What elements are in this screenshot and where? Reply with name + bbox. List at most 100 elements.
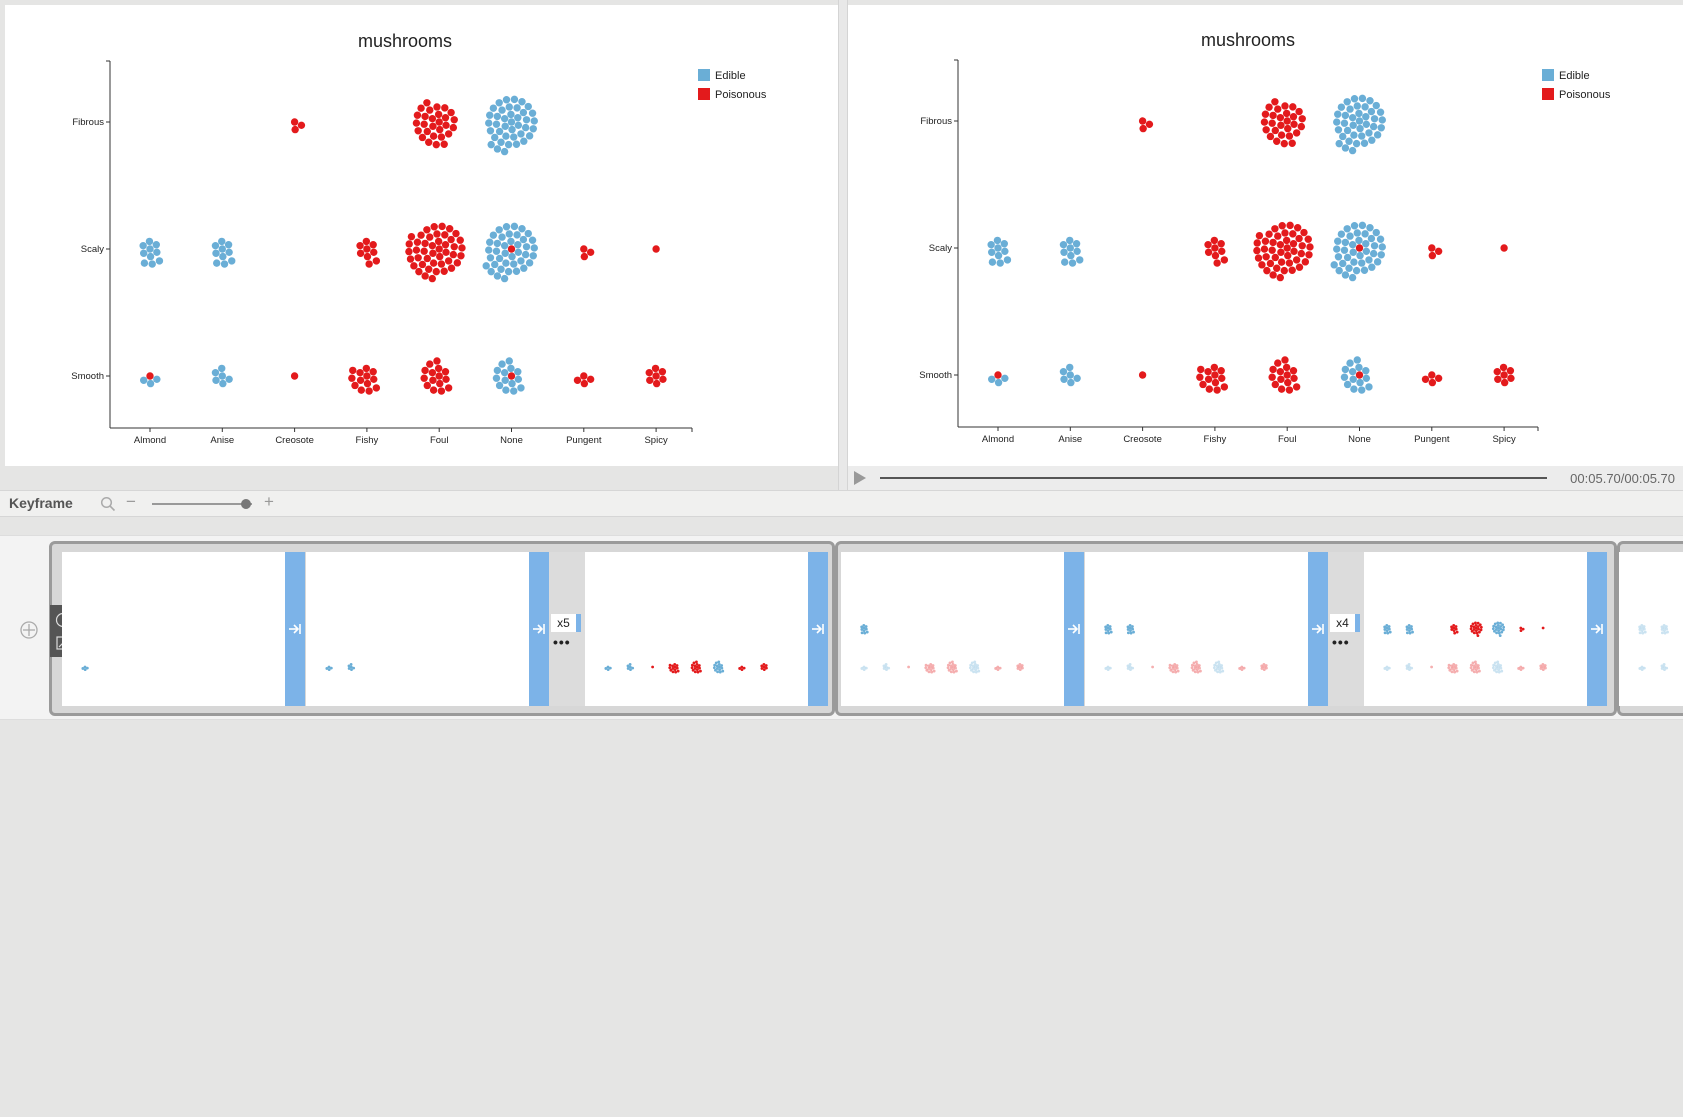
data-point-poisonous <box>1355 244 1364 252</box>
thumbnail-point-edible <box>1218 670 1222 674</box>
thumbnail-point-edible <box>865 630 869 634</box>
thumbnail-point-edible <box>1126 664 1130 668</box>
thumbnail-point-poisonous <box>1195 660 1198 664</box>
data-point-poisonous <box>1506 367 1515 375</box>
thumbnail-point-poisonous <box>674 670 678 674</box>
data-point-poisonous <box>433 357 441 365</box>
data-point-edible <box>1362 374 1371 383</box>
thumbnail-point-edible <box>1104 667 1108 670</box>
data-point-edible <box>504 267 513 276</box>
data-point-poisonous <box>423 127 431 136</box>
keyframe-thumbnail[interactable] <box>1085 552 1308 706</box>
panel-divider[interactable] <box>838 0 848 490</box>
play-icon[interactable] <box>854 471 866 485</box>
keyframe-thumbnail[interactable] <box>306 552 529 706</box>
data-point-poisonous <box>435 245 443 253</box>
data-point-edible <box>529 125 537 133</box>
keyframe-thumbnail[interactable] <box>1619 552 1683 706</box>
transition-bar[interactable] <box>1587 552 1607 706</box>
keyframe-thumbnail[interactable] <box>62 552 285 706</box>
progress-track[interactable] <box>880 477 1547 479</box>
thumbnail-point-edible <box>1106 624 1110 627</box>
legend-swatch <box>698 69 710 81</box>
data-point-edible <box>1061 258 1069 266</box>
data-point-edible <box>1348 240 1357 249</box>
data-point-poisonous <box>436 125 444 134</box>
data-point-poisonous <box>440 140 448 148</box>
thumbnail-point-edible <box>968 666 972 670</box>
zoom-slider[interactable] <box>152 499 252 509</box>
data-point-poisonous <box>1290 120 1298 129</box>
data-point-edible <box>1334 110 1342 118</box>
transition-bar[interactable] <box>808 552 828 706</box>
thumbnail-point-poisonous <box>1265 666 1268 670</box>
data-point-poisonous <box>1292 256 1301 264</box>
data-point-poisonous <box>1218 374 1226 383</box>
data-point-poisonous <box>1499 363 1508 372</box>
thumbnail-point-edible <box>713 663 717 667</box>
keyframe-thumbnail[interactable] <box>585 552 808 706</box>
data-point-poisonous <box>1211 251 1220 260</box>
keyframe-thumbnail[interactable] <box>1364 552 1587 706</box>
thumbnail-point-poisonous <box>695 663 699 666</box>
data-point-poisonous <box>1283 244 1291 252</box>
thumbnail-point-edible <box>1408 668 1411 671</box>
data-point-poisonous <box>1493 367 1501 376</box>
thumbnail-point-poisonous <box>671 670 675 674</box>
data-point-edible <box>482 262 490 270</box>
data-point-poisonous <box>420 120 428 128</box>
zoom-slider-handle[interactable] <box>241 499 251 509</box>
data-point-edible <box>514 248 523 257</box>
data-point-edible <box>525 259 534 267</box>
thumbnail-point-poisonous <box>695 660 698 664</box>
thumbnail-point-edible <box>352 666 356 670</box>
zoom-plus-icon[interactable]: + <box>264 492 274 511</box>
data-point-poisonous <box>1283 117 1291 125</box>
more-dots-icon[interactable]: ••• <box>553 634 571 650</box>
thumbnail-point-edible <box>720 664 724 667</box>
repeat-count[interactable]: x5 <box>551 614 581 632</box>
transition-bar[interactable] <box>1064 552 1084 706</box>
thumbnail-point-poisonous <box>955 669 958 673</box>
more-dots-icon[interactable]: ••• <box>1332 634 1350 650</box>
thumbnail-point-poisonous <box>1240 668 1244 671</box>
data-point-edible <box>1377 124 1385 132</box>
data-point-edible <box>1353 102 1361 110</box>
thumbnail-point-poisonous <box>668 663 672 667</box>
thumbnail-point-poisonous <box>762 668 766 671</box>
thumbnail-point-edible <box>715 664 719 668</box>
transition-bar[interactable] <box>1308 552 1328 706</box>
data-point-edible <box>1067 378 1075 387</box>
thumbnail-point-poisonous <box>951 663 955 666</box>
data-point-poisonous <box>1281 356 1289 364</box>
zoom-minus-icon[interactable]: − <box>126 492 136 511</box>
data-point-poisonous <box>1265 230 1273 238</box>
data-point-poisonous <box>1274 359 1282 367</box>
data-point-poisonous <box>445 225 454 233</box>
data-point-poisonous <box>441 114 450 122</box>
thumbnail-point-edible <box>1106 668 1110 671</box>
repeat-count[interactable]: x4 <box>1330 614 1360 632</box>
data-point-edible <box>1370 115 1379 123</box>
thumbnail-point-poisonous <box>1453 631 1457 635</box>
data-point-poisonous <box>363 372 371 380</box>
data-point-poisonous <box>356 376 365 384</box>
data-point-poisonous <box>447 264 456 272</box>
thumbnail-point-edible <box>1666 630 1669 634</box>
thumbnail-point-poisonous <box>1171 667 1175 670</box>
add-track-icon[interactable] <box>18 619 40 641</box>
thumbnail-point-poisonous <box>675 664 679 667</box>
thumbnail-point-edible <box>1640 665 1644 669</box>
data-point-poisonous <box>1261 110 1270 118</box>
data-point-edible <box>1066 363 1074 372</box>
keyframe-thumbnail[interactable] <box>841 552 1064 706</box>
data-point-poisonous <box>1278 222 1286 230</box>
thumbnail-point-edible <box>1104 628 1108 631</box>
data-point-edible <box>485 119 493 127</box>
data-point-edible <box>1341 271 1350 279</box>
thumbnail-point-poisonous <box>952 670 956 674</box>
transition-bar[interactable] <box>529 552 549 706</box>
data-point-poisonous <box>432 267 440 276</box>
data-point-poisonous <box>1145 120 1154 129</box>
transition-bar[interactable] <box>285 552 305 706</box>
